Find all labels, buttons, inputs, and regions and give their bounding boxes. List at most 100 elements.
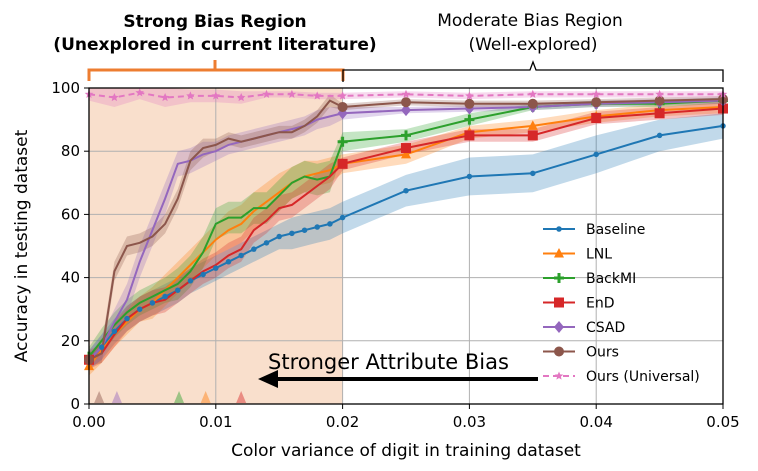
bottom-marker xyxy=(111,391,122,403)
baseline-point xyxy=(403,187,409,194)
end-point xyxy=(654,108,665,119)
backmi-band xyxy=(89,97,723,367)
ours-universal-point xyxy=(528,89,538,98)
baseline-point xyxy=(238,252,244,259)
x-tick-label: 0.05 xyxy=(706,413,739,431)
end-point xyxy=(401,143,411,154)
moderate-region-brace xyxy=(342,60,724,82)
baseline-point xyxy=(593,151,599,158)
baseline-point xyxy=(136,306,143,312)
bottom-marker xyxy=(94,391,105,403)
baseline-point xyxy=(111,328,118,335)
baseline-point xyxy=(200,271,206,278)
legend-marker-baseline xyxy=(556,226,562,232)
legend: Baseline LNL BackMI EnD CSAD Ours Ours (Univer… xyxy=(543,222,700,385)
end-point xyxy=(464,130,475,141)
baseline-point xyxy=(225,259,232,265)
ours-point xyxy=(337,101,348,112)
y-tick-label: 60 xyxy=(61,205,80,223)
series-markers xyxy=(84,88,728,371)
y-ticks: 0 20 40 60 80 100 xyxy=(51,79,89,413)
baseline-point xyxy=(98,344,105,350)
baseline-point xyxy=(656,132,663,139)
baseline-point xyxy=(149,300,156,306)
baseline-point xyxy=(251,246,257,252)
ours-point xyxy=(401,97,411,108)
baseline-point xyxy=(301,227,308,233)
baseline-point xyxy=(289,230,295,237)
plot-frame xyxy=(88,87,724,405)
legend-label-end: EnD xyxy=(586,296,615,312)
strong-region-title: Strong Bias Region xyxy=(123,12,306,32)
legend-marker-ours-universal xyxy=(554,371,564,380)
baseline-point xyxy=(175,287,181,293)
x-ticks: 0.00 0.01 0.02 0.03 0.04 0.05 xyxy=(72,404,740,431)
y-tick-label: 0 xyxy=(70,395,80,413)
ours-universal-point xyxy=(313,91,322,100)
moderate-region-title: Moderate Bias Region xyxy=(437,11,623,31)
x-tick-label: 0.04 xyxy=(579,413,612,431)
y-tick-label: 20 xyxy=(61,332,80,350)
legend-label-lnl: LNL xyxy=(586,247,612,263)
ours-universal-point xyxy=(465,91,474,100)
backmi-point xyxy=(464,114,475,125)
backmi-line xyxy=(88,99,724,358)
ours-universal-point xyxy=(338,91,347,100)
ours-universal-point xyxy=(110,93,119,102)
baseline-point xyxy=(187,278,194,284)
end-point xyxy=(337,158,348,169)
baseline-point xyxy=(162,293,168,300)
x-tick-label: 0.01 xyxy=(199,413,232,431)
legend-marker-backmi xyxy=(554,273,564,283)
csad-point xyxy=(401,104,411,117)
y-tick-label: 40 xyxy=(61,269,80,287)
ours-universal-point xyxy=(160,93,170,102)
y-tick-label: 100 xyxy=(51,79,80,97)
ours-point xyxy=(464,98,475,109)
ours-universal-point xyxy=(591,89,601,98)
baseline-point xyxy=(327,221,333,227)
legend-label-csad: CSAD xyxy=(586,320,625,336)
ours-universal-point xyxy=(135,88,144,97)
ours-universal-point xyxy=(655,89,664,98)
baseline-point xyxy=(213,265,219,271)
legend-marker-lnl xyxy=(554,248,564,258)
legend-label-baseline: Baseline xyxy=(586,222,645,238)
bottom-marker xyxy=(236,391,247,403)
baseline-point xyxy=(124,315,130,322)
x-tick-label: 0.00 xyxy=(72,413,105,431)
y-tick-label: 80 xyxy=(61,142,80,160)
end-line xyxy=(88,107,724,361)
strong-region-brace xyxy=(87,60,345,81)
ours-universal-point xyxy=(236,93,246,102)
moderate-region-subtitle: (Well-explored) xyxy=(468,35,597,55)
ours-universal-point xyxy=(287,89,297,98)
bias-arrow-label: Stronger Attribute Bias xyxy=(268,350,509,374)
legend-marker-ours xyxy=(554,346,564,357)
legend-label-ours: Ours xyxy=(586,345,619,361)
legend-label-backmi: BackMI xyxy=(586,271,636,287)
legend-label-ours-universal: Ours (Universal) xyxy=(586,369,700,385)
ours-line xyxy=(88,98,724,361)
ours-universal-point xyxy=(211,91,221,100)
ours-universal-point xyxy=(401,89,411,98)
ours-point xyxy=(654,95,665,106)
baseline-point xyxy=(339,214,346,221)
baseline-band xyxy=(89,113,723,370)
ours-universal-point xyxy=(262,89,271,98)
end-point xyxy=(591,113,602,124)
baseline-point xyxy=(530,170,536,177)
legend-marker-end xyxy=(554,297,564,308)
ours-point xyxy=(591,97,602,108)
lnl-point xyxy=(527,120,538,130)
baseline-point xyxy=(276,233,282,240)
y-axis-label: Accuracy in testing dataset xyxy=(12,129,32,362)
bottom-axis-markers xyxy=(94,391,247,403)
bias-arrow-head xyxy=(258,370,278,388)
strong-region-subtitle: (Unexplored in current literature) xyxy=(53,35,376,55)
lnl-point xyxy=(401,148,411,159)
x-axis-label: Color variance of digit in training data… xyxy=(231,441,581,461)
x-tick-label: 0.02 xyxy=(326,413,359,431)
backmi-point xyxy=(401,130,411,141)
